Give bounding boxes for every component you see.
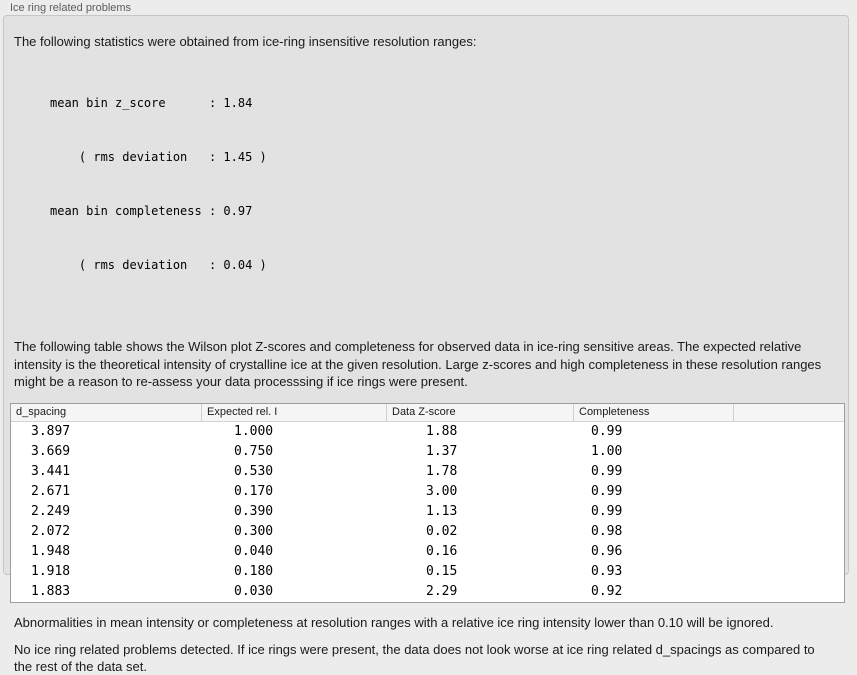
table-header-row: d_spacing Expected rel. I Data Z-score C… <box>11 403 844 422</box>
cell-completeness: 0.98 <box>591 523 623 539</box>
cell-data-z-score: 1.78 <box>426 463 458 479</box>
groupbox: The following statistics were obtained f… <box>3 15 849 674</box>
cell-d-spacing: 2.671 <box>31 483 71 499</box>
table-row[interactable]: 3.669 0.750 1.37 1.00 <box>11 442 844 462</box>
column-header-completeness[interactable]: Completeness <box>573 403 733 421</box>
cell-expected-rel-i: 0.030 <box>234 583 274 599</box>
cell-completeness: 0.93 <box>591 563 623 579</box>
cell-filler <box>733 562 844 582</box>
cell-d-spacing: 2.249 <box>31 503 71 519</box>
cell-data-z-score: 3.00 <box>426 483 458 499</box>
cell-completeness: 0.99 <box>591 483 623 499</box>
column-header-filler <box>733 403 844 421</box>
table-description: The following table shows the Wilson plo… <box>14 339 822 389</box>
stats-block: mean bin z_score : 1.84 ( rms deviation … <box>50 58 840 310</box>
stat-line-mean-z: mean bin z_score : 1.84 <box>50 96 253 110</box>
cell-filler <box>733 482 844 502</box>
cell-expected-rel-i: 0.180 <box>234 563 274 579</box>
table-row[interactable]: 1.883 0.030 2.29 0.92 <box>11 582 844 602</box>
groupbox-title: Ice ring related problems <box>10 2 132 14</box>
cell-completeness: 0.99 <box>591 503 623 519</box>
cell-filler <box>733 462 844 482</box>
cell-d-spacing: 3.897 <box>31 423 71 439</box>
cell-expected-rel-i: 0.300 <box>234 523 274 539</box>
table-row[interactable]: 2.249 0.390 1.13 0.99 <box>11 502 844 522</box>
cell-expected-rel-i: 1.000 <box>234 423 274 439</box>
column-header-d-spacing[interactable]: d_spacing <box>16 405 67 418</box>
cell-expected-rel-i: 0.040 <box>234 543 274 559</box>
cell-data-z-score: 1.37 <box>426 443 458 459</box>
cell-completeness: 1.00 <box>591 443 623 459</box>
column-header-data-z-score[interactable]: Data Z-score <box>386 403 573 421</box>
table-row[interactable]: 1.948 0.040 0.16 0.96 <box>11 542 844 562</box>
cell-expected-rel-i: 0.390 <box>234 503 274 519</box>
cell-filler <box>733 582 844 602</box>
cell-expected-rel-i: 0.750 <box>234 443 274 459</box>
table-row[interactable]: 3.897 1.000 1.88 0.99 <box>11 422 844 442</box>
cell-expected-rel-i: 0.170 <box>234 483 274 499</box>
conclusion-text: No ice ring related problems detected. I… <box>14 641 815 674</box>
cell-d-spacing: 2.072 <box>31 523 71 539</box>
cell-data-z-score: 1.88 <box>426 423 458 439</box>
cell-completeness: 0.99 <box>591 463 623 479</box>
stat-line-mean-completeness: mean bin completeness : 0.97 <box>50 204 253 218</box>
cell-filler <box>733 542 844 562</box>
cell-data-z-score: 0.15 <box>426 563 458 579</box>
cell-data-z-score: 2.29 <box>426 583 458 599</box>
table-body: 3.897 1.000 1.88 0.99 3.669 0.750 1.37 1… <box>11 422 844 602</box>
cell-d-spacing: 1.918 <box>31 563 71 579</box>
cell-d-spacing: 3.441 <box>31 463 71 479</box>
stat-line-rms-completeness: ( rms deviation : 0.04 ) <box>50 258 267 272</box>
intro-text: The following statistics were obtained f… <box>14 34 477 49</box>
ice-ring-table[interactable]: d_spacing Expected rel. I Data Z-score C… <box>10 402 845 603</box>
cell-filler <box>733 422 844 442</box>
cell-d-spacing: 1.883 <box>31 583 71 599</box>
column-header-expected-rel-i[interactable]: Expected rel. I <box>201 403 386 421</box>
cell-d-spacing: 1.948 <box>31 543 71 559</box>
cell-completeness: 0.99 <box>591 423 623 439</box>
table-row[interactable]: 1.918 0.180 0.15 0.93 <box>11 562 844 582</box>
table-row[interactable]: 2.072 0.300 0.02 0.98 <box>11 522 844 542</box>
table-row[interactable]: 2.671 0.170 3.00 0.99 <box>11 482 844 502</box>
cell-d-spacing: 3.669 <box>31 443 71 459</box>
table-row[interactable]: 3.441 0.530 1.78 0.99 <box>11 462 844 482</box>
cell-filler <box>733 502 844 522</box>
cell-data-z-score: 0.02 <box>426 523 458 539</box>
cell-completeness: 0.92 <box>591 583 623 599</box>
cell-completeness: 0.96 <box>591 543 623 559</box>
cell-data-z-score: 0.16 <box>426 543 458 559</box>
stat-line-rms-z: ( rms deviation : 1.45 ) <box>50 150 267 164</box>
cell-filler <box>733 522 844 542</box>
cell-filler <box>733 442 844 462</box>
cell-expected-rel-i: 0.530 <box>234 463 274 479</box>
ignore-note: Abnormalities in mean intensity or compl… <box>14 614 774 630</box>
cell-data-z-score: 1.13 <box>426 503 458 519</box>
